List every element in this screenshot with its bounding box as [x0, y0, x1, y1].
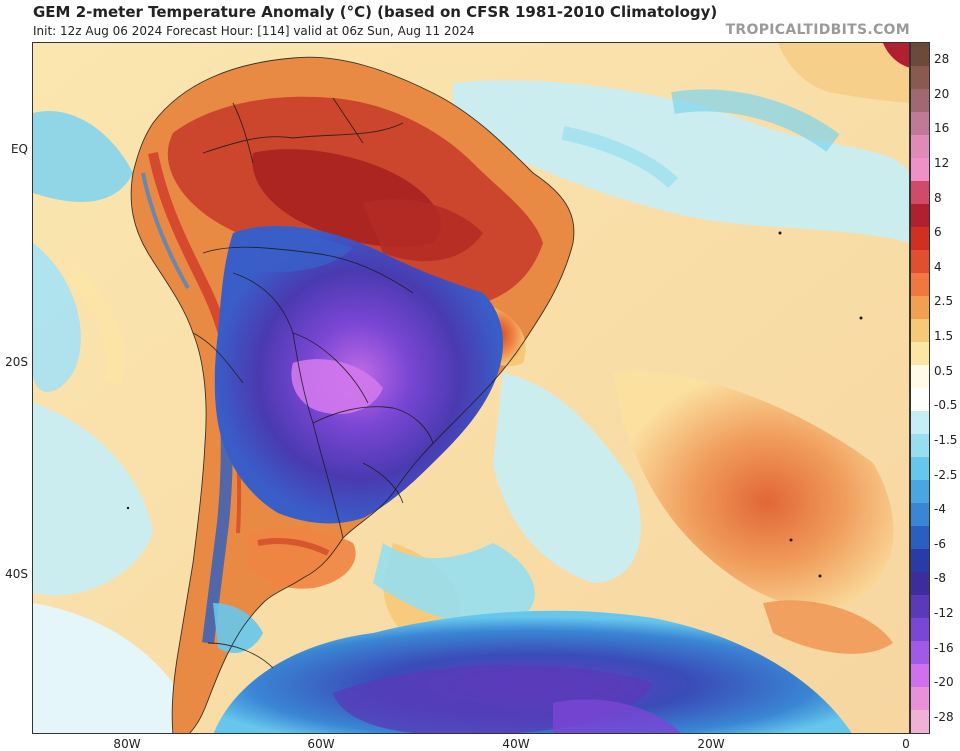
colorbar-swatch: [911, 227, 929, 250]
colorbar-swatch: [911, 526, 929, 549]
colorbar-swatch: [911, 710, 929, 733]
colorbar-swatch: [911, 112, 929, 135]
colorbar-swatch: [911, 388, 929, 411]
colorbar-label: 4: [934, 259, 942, 274]
anomaly-map-graphic: [33, 43, 909, 733]
lat-label-eq: EQ: [10, 142, 28, 156]
colorbar-swatch: [911, 342, 929, 365]
colorbar-label: -12: [934, 606, 954, 621]
colorbar-swatch: [911, 135, 929, 158]
colorbar-label: -20: [934, 675, 954, 690]
colorbar-label: 1.5: [934, 329, 954, 344]
colorbar-swatch: [911, 204, 929, 227]
colorbar-label: -2.5: [934, 467, 958, 482]
colorbar-label: 20: [934, 86, 950, 101]
colorbar-swatch: [911, 250, 929, 273]
anomaly-map: [32, 42, 910, 734]
colorbar-swatch: [911, 480, 929, 503]
colorbar-swatch: [911, 503, 929, 526]
colorbar-swatch: [911, 296, 929, 319]
colorbar-label: -28: [934, 710, 954, 724]
colorbar-label: -16: [934, 640, 954, 655]
lon-label-20w: 20W: [697, 737, 725, 751]
lat-label-20s: 20S: [5, 355, 28, 369]
lon-label-60w: 60W: [307, 737, 335, 751]
colorbar-swatch: [911, 319, 929, 342]
colorbar-swatch: [911, 66, 929, 89]
colorbar-label: -4: [934, 502, 946, 517]
colorbar-swatch: [911, 549, 929, 572]
colorbar-swatch: [911, 273, 929, 296]
colorbar-swatch: [911, 434, 929, 457]
colorbar-label: -8: [934, 571, 946, 586]
colorbar-label: 12: [934, 155, 950, 170]
colorbar-label: 8: [934, 190, 942, 205]
site-credit: TROPICALTIDBITS.COM: [725, 22, 910, 38]
forecast-info: Init: 12z Aug 06 2024 Forecast Hour: [11…: [33, 24, 475, 38]
colorbar-swatch: [911, 158, 929, 181]
colorbar-label: -6: [934, 536, 946, 551]
colorbar-swatch: [911, 43, 929, 66]
colorbar-swatch: [911, 687, 929, 710]
colorbar-swatch: [911, 618, 929, 641]
lon-label-40w: 40W: [502, 737, 530, 751]
colorbar-label: 0.5: [934, 363, 954, 378]
colorbar-label: -1.5: [934, 432, 958, 447]
lon-label-80w: 80W: [113, 737, 141, 751]
colorbar-swatch: [911, 181, 929, 204]
colorbar-label: 6: [934, 225, 942, 240]
colorbar-swatch: [911, 365, 929, 388]
colorbar-swatch: [911, 457, 929, 480]
lon-label-0: 0: [902, 737, 910, 751]
colorbar-label: -0.5: [934, 398, 958, 413]
colorbar-swatch: [911, 664, 929, 687]
colorbar-label: 16: [934, 121, 950, 136]
colorbar-swatch: [911, 641, 929, 664]
lat-label-40s: 40S: [5, 567, 28, 581]
colorbar-swatch: [911, 89, 929, 112]
map-title: GEM 2-meter Temperature Anomaly (°C) (ba…: [33, 3, 718, 21]
colorbar-swatch: [911, 572, 929, 595]
colorbar-label: 28: [934, 52, 950, 66]
colorbar: [910, 42, 930, 734]
colorbar-swatch: [911, 595, 929, 618]
colorbar-label: 2.5: [934, 294, 954, 309]
colorbar-swatch: [911, 411, 929, 434]
